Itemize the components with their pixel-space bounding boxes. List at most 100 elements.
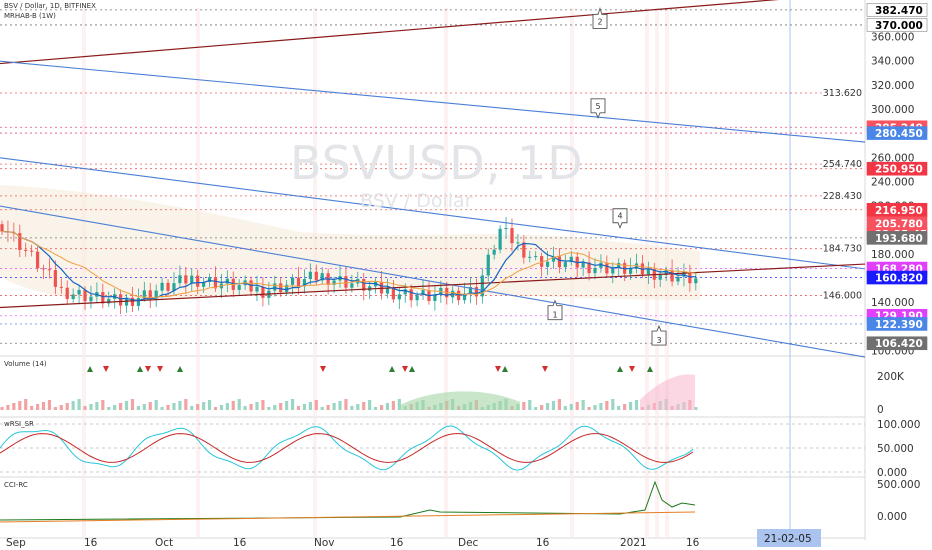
- volume-bar: [35, 404, 40, 410]
- volume-bar: [142, 404, 146, 410]
- candle-body: [504, 228, 508, 230]
- volume-bar: [202, 402, 206, 410]
- trendline-mid-blue: [0, 157, 866, 270]
- candle-body: [30, 250, 34, 252]
- candle-body: [160, 282, 164, 291]
- volume-bar: [231, 401, 235, 410]
- wrsi-line: [0, 425, 694, 471]
- signal-marker: [629, 366, 635, 372]
- candle-body: [528, 256, 532, 258]
- price-tick-label: 300.000: [871, 104, 914, 116]
- trendline-upper-red: [0, 0, 780, 65]
- candle-body: [569, 256, 573, 262]
- signal-marker: [542, 366, 548, 372]
- volume-bar: [148, 402, 152, 410]
- volume-bar: [332, 403, 336, 410]
- candle-body: [314, 271, 318, 281]
- price-badge-label: 280.450: [875, 128, 923, 140]
- price-badge-label: 193.680: [875, 233, 923, 245]
- wave-label-text: 5: [595, 102, 600, 111]
- volume-bar: [557, 399, 562, 410]
- candle-body: [617, 263, 621, 269]
- x-tick-label: Sep: [6, 537, 26, 549]
- cci-signal-line: [0, 511, 696, 523]
- x-tick-label: Dec: [458, 537, 479, 549]
- candle-body: [350, 283, 354, 288]
- volume-bar: [540, 405, 544, 410]
- candle-body: [457, 290, 461, 301]
- candle-body: [587, 262, 591, 274]
- price-tick-label: 140.000: [871, 297, 914, 309]
- volume-bar: [391, 401, 395, 410]
- volume-bar: [30, 406, 34, 410]
- candle-body: [285, 284, 289, 293]
- volume-bar: [308, 402, 312, 410]
- volume-bar: [213, 407, 218, 410]
- signal-marker: [402, 366, 408, 372]
- candle-body: [670, 270, 674, 282]
- candle-body: [83, 289, 87, 302]
- volume-bar: [59, 405, 63, 410]
- wave-label-5: 5: [590, 98, 606, 120]
- candle-body: [273, 283, 277, 291]
- volume-bar: [320, 407, 324, 410]
- candle-body: [492, 249, 496, 255]
- volume-bar: [219, 405, 224, 410]
- volume-bar: [53, 407, 57, 410]
- candle-body: [279, 283, 283, 293]
- volume-bar: [593, 405, 597, 410]
- candle-body: [694, 278, 698, 284]
- volume-bar: [379, 405, 384, 410]
- volume-bar: [356, 404, 360, 410]
- level-label: 146.000: [823, 290, 862, 301]
- signal-marker: [87, 366, 93, 372]
- volume-bar: [534, 407, 538, 410]
- candle-body: [664, 270, 668, 276]
- price-badge: [866, 336, 928, 351]
- level-label: 184.730: [823, 244, 862, 255]
- candle-body: [261, 286, 265, 298]
- volume-bar: [107, 407, 111, 410]
- volume-bar: [6, 405, 10, 410]
- volume-bar: [101, 400, 105, 410]
- price-badge-label: 382.470: [875, 5, 923, 17]
- candle-body: [498, 228, 502, 250]
- candle-body: [202, 282, 206, 287]
- volume-bar: [599, 403, 603, 410]
- candle-body: [255, 286, 259, 292]
- price-badge-label: 122.390: [875, 319, 923, 331]
- volume-bar: [261, 400, 265, 410]
- volume-bar: [563, 406, 567, 410]
- candle-body: [225, 278, 229, 284]
- date-badge-label: 21-02-05: [764, 533, 812, 545]
- x-tick-label: 16: [536, 537, 550, 549]
- trendline-lower-red: [0, 263, 866, 309]
- volume-bar: [249, 404, 253, 410]
- volume-bar: [279, 403, 283, 410]
- chart-symbol-title: BSV / Dollar, 1D, BITFINEX: [4, 2, 96, 10]
- wrsi-pane-title: wRSI_SR: [4, 420, 34, 428]
- wrsi-axis-label: 0.000: [877, 467, 907, 479]
- candle-body: [296, 277, 301, 287]
- signal-marker: [409, 366, 415, 372]
- candle-body: [646, 268, 650, 275]
- candle-body: [119, 294, 123, 306]
- wave-label-3: 3: [651, 324, 667, 346]
- wrsi-signal-line: [0, 433, 694, 463]
- volume-bar: [628, 402, 633, 410]
- price-badge: [866, 126, 928, 140]
- candle-body: [35, 251, 40, 269]
- volume-ma-area: [400, 391, 520, 410]
- candle-body: [89, 296, 93, 302]
- signal-marker: [177, 366, 183, 372]
- trendline-upper-blue: [0, 60, 866, 143]
- candle-body: [0, 224, 4, 232]
- x-tick-label: 16: [686, 537, 700, 549]
- volume-bar: [18, 401, 22, 410]
- volume-bar: [160, 407, 164, 410]
- candle-body: [290, 277, 295, 285]
- candle-body: [563, 261, 567, 268]
- volume-bar: [314, 400, 318, 410]
- x-tick-label: 16: [233, 537, 247, 549]
